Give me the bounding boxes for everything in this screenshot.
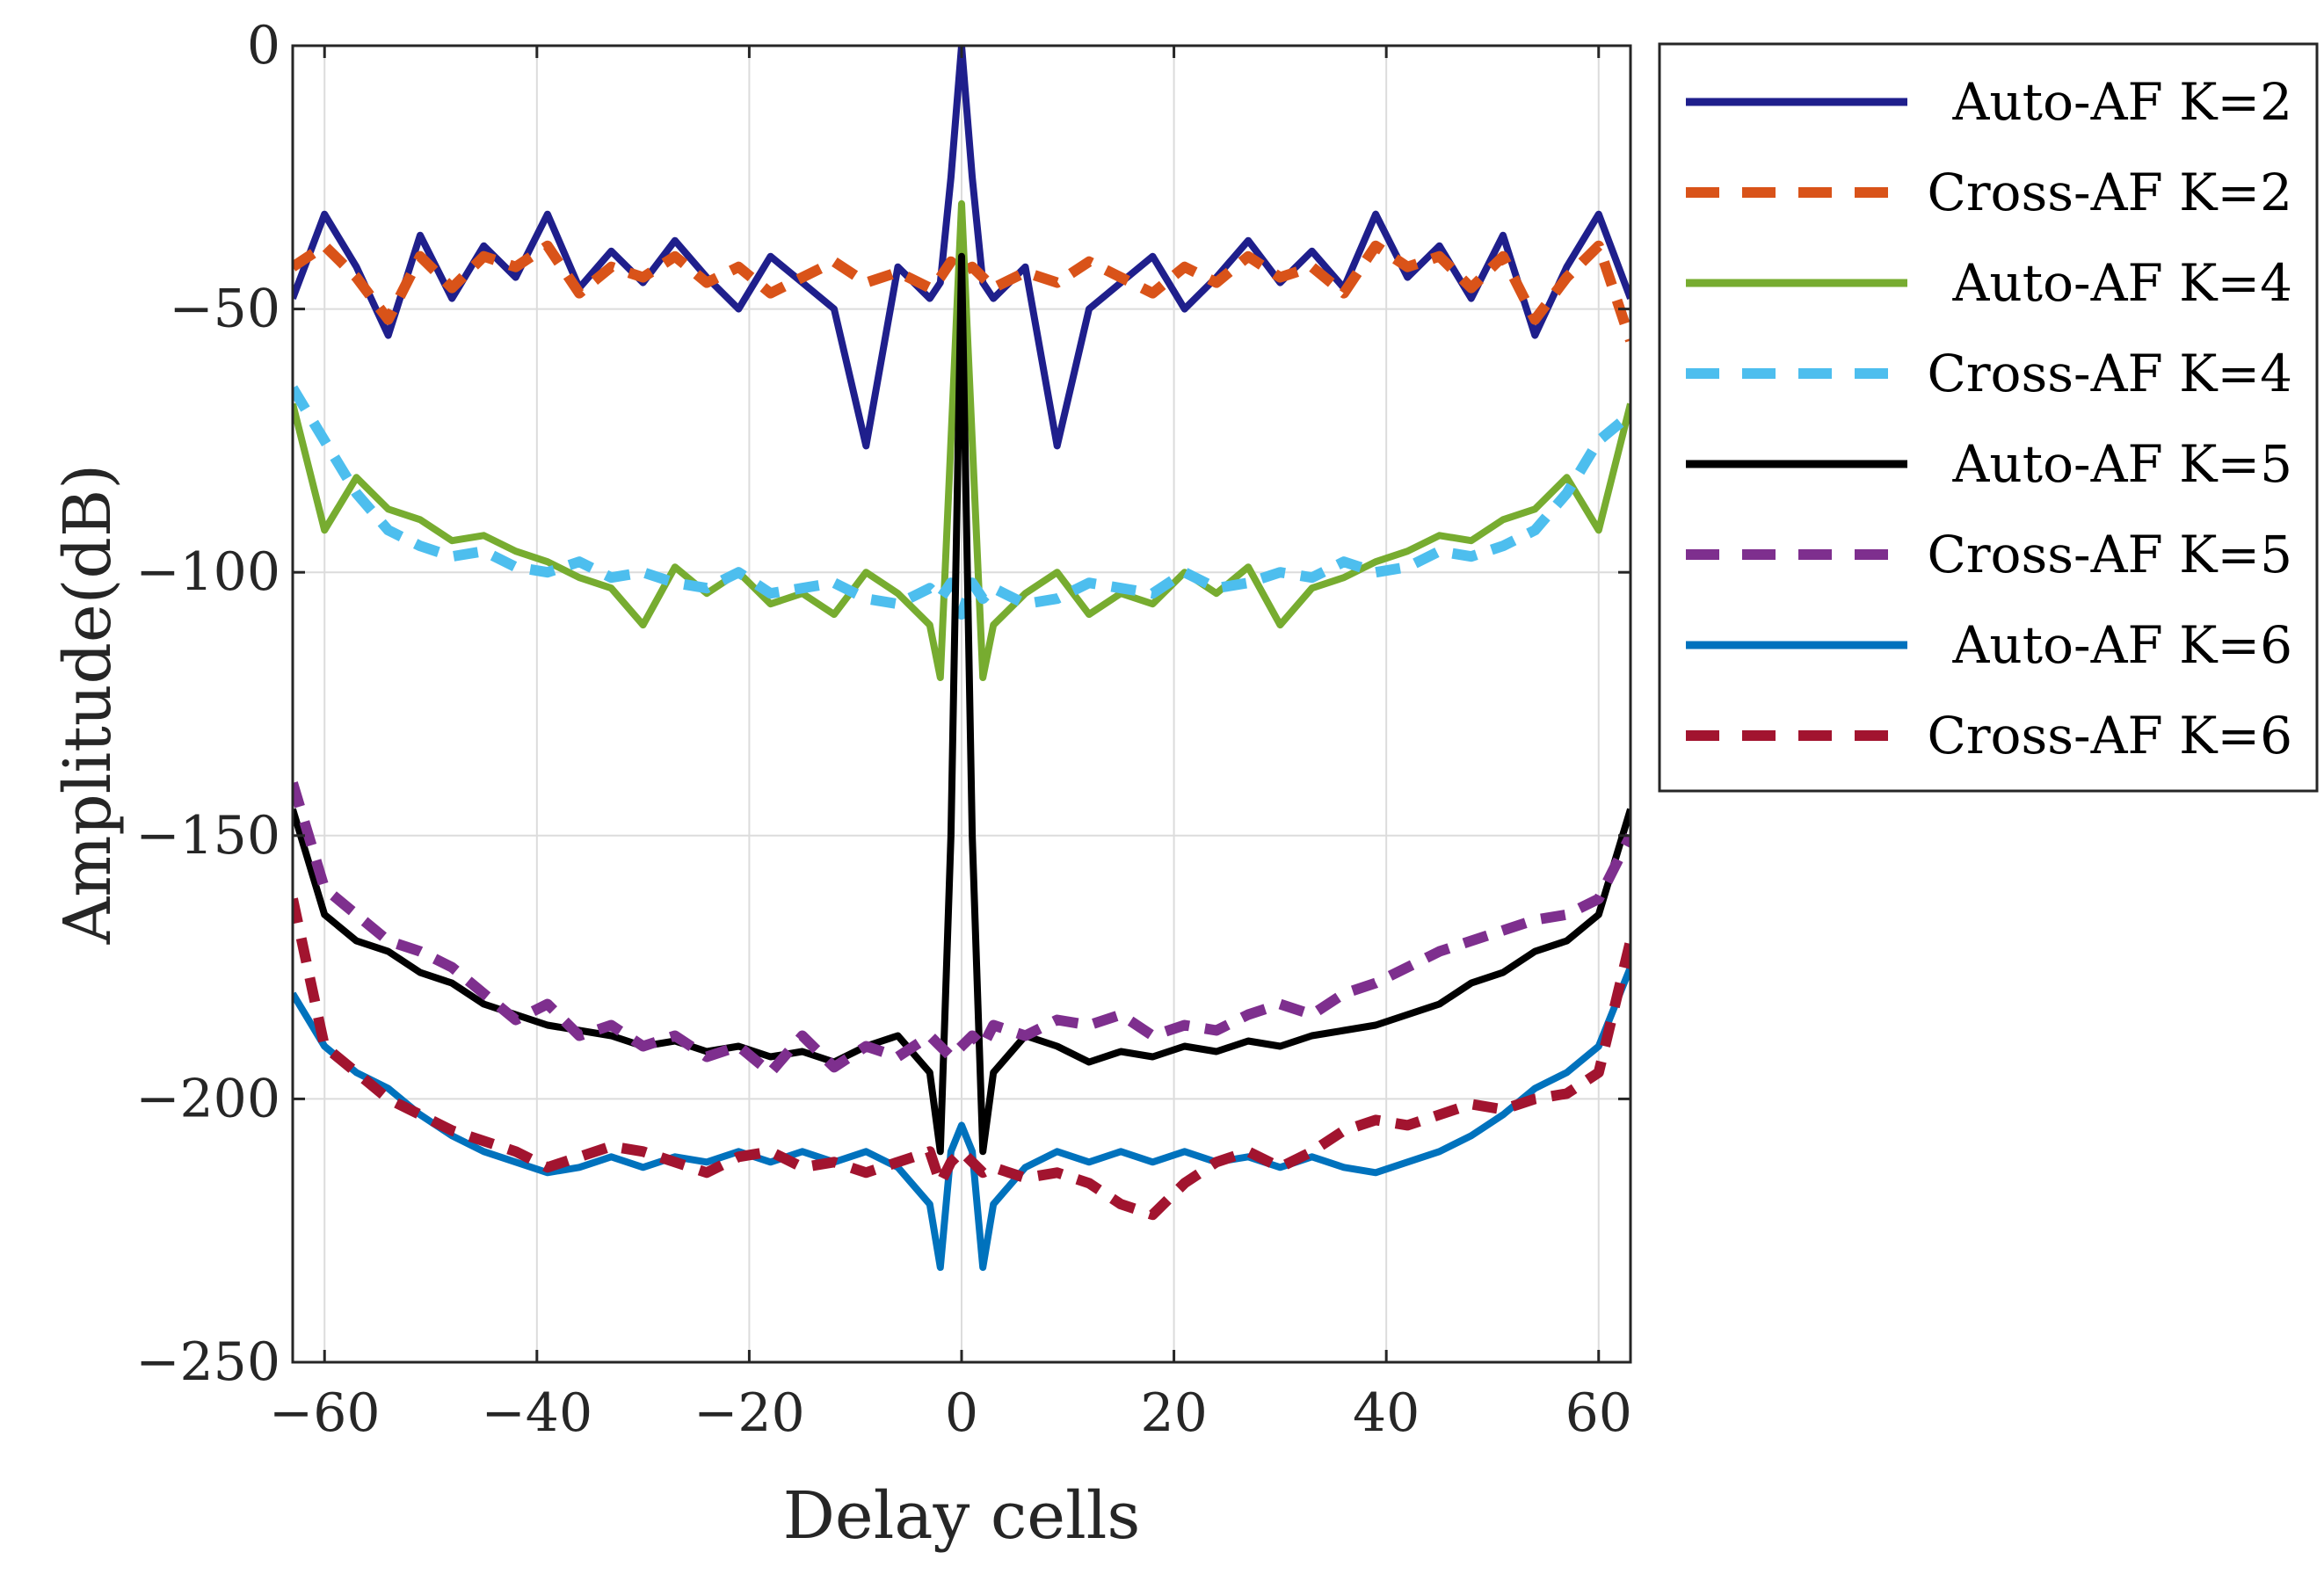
legend-label: Cross-AF K=2 bbox=[1927, 163, 2292, 222]
x-axis-label: Delay cells bbox=[783, 1478, 1141, 1554]
legend-label: Cross-AF K=4 bbox=[1927, 344, 2292, 403]
legend-label: Auto-AF K=6 bbox=[1952, 615, 2292, 675]
series-line-cross-af-k-4 bbox=[293, 385, 1630, 620]
x-tick-label: −20 bbox=[694, 1382, 805, 1444]
x-tick-label: 20 bbox=[1140, 1382, 1207, 1444]
legend-box bbox=[1658, 42, 2319, 793]
y-tick-label: 0 bbox=[247, 15, 280, 76]
legend-label: Cross-AF K=6 bbox=[1927, 706, 2292, 765]
legend-label: Auto-AF K=4 bbox=[1952, 253, 2292, 313]
x-tick-label: 0 bbox=[945, 1382, 978, 1444]
x-tick-label: −40 bbox=[482, 1382, 593, 1444]
series-line-cross-af-k-5 bbox=[293, 781, 1630, 1078]
legend-label: Auto-AF K=2 bbox=[1952, 72, 2292, 132]
y-tick-label: −250 bbox=[135, 1331, 280, 1393]
legend: Auto-AF K=2 Cross-AF K=2 Auto-AF K=4 Cross-… bbox=[1658, 42, 2319, 793]
y-tick-label: −50 bbox=[169, 279, 280, 340]
y-tick-label: −150 bbox=[135, 805, 280, 867]
series-line-auto-af-k-6 bbox=[293, 966, 1630, 1272]
series-line-auto-af-k-2 bbox=[293, 46, 1630, 450]
y-tick-label: −200 bbox=[135, 1068, 280, 1129]
legend-label: Auto-AF K=5 bbox=[1952, 434, 2292, 494]
x-tick-label: 60 bbox=[1565, 1382, 1632, 1444]
legend-label: Cross-AF K=5 bbox=[1927, 525, 2292, 584]
series-line-auto-af-k-5 bbox=[293, 252, 1630, 1156]
y-axis-label: Amplitude(dB) bbox=[50, 464, 126, 945]
y-tick-label: −100 bbox=[135, 541, 280, 603]
series-line-auto-af-k-4 bbox=[293, 199, 1630, 681]
axis-ticks: −60 −40 −20 0 20 40 600−50−100−150−200−250 bbox=[135, 15, 1632, 1444]
x-tick-label: −60 bbox=[269, 1382, 381, 1444]
x-tick-label: 40 bbox=[1353, 1382, 1420, 1444]
series-lines bbox=[293, 46, 1630, 1272]
